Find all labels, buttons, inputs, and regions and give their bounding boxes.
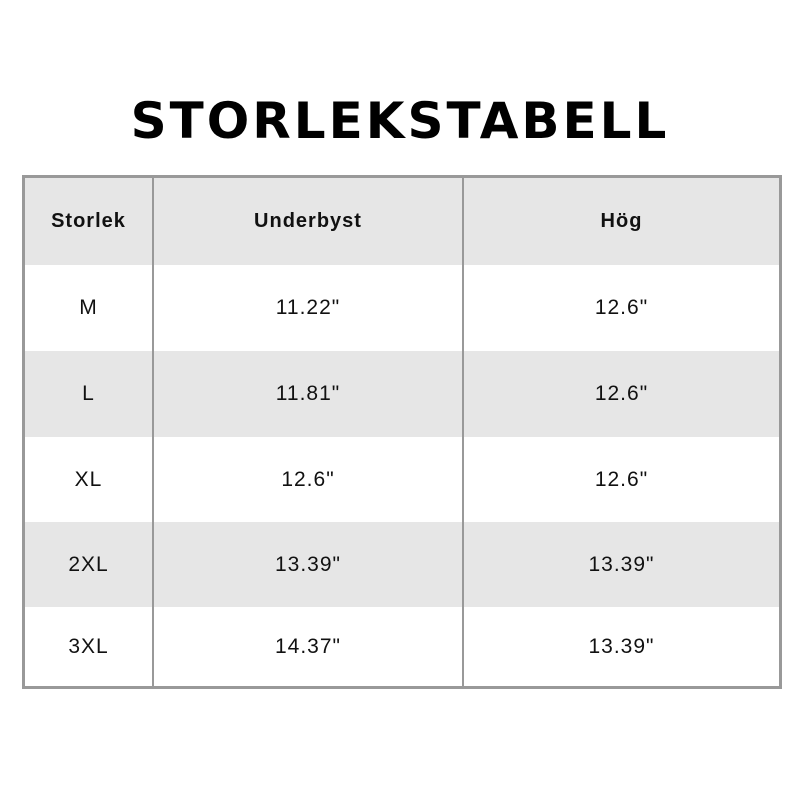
table-row: XL 12.6" 12.6": [25, 437, 779, 522]
table-cell: 13.39": [462, 522, 779, 607]
table-cell: 12.6": [462, 437, 779, 522]
table-row: L 11.81" 12.6": [25, 351, 779, 437]
table-cell: 13.39": [152, 522, 462, 607]
table-cell: 3XL: [68, 634, 109, 658]
table-cell: L: [82, 382, 95, 405]
table-row: 3XL 14.37" 13.39": [25, 607, 779, 686]
header-cell: Hög: [462, 178, 779, 265]
header-cell: Storlek: [51, 210, 126, 232]
table-cell: 14.37": [152, 607, 462, 686]
table-header-row: Storlek Underbyst Hög: [25, 178, 779, 265]
table-cell: XL: [74, 467, 103, 491]
table-cell: M: [79, 296, 98, 319]
table-cell: 2XL: [68, 552, 109, 576]
header-cell: Underbyst: [152, 178, 462, 265]
table-row: M 11.22" 12.6": [25, 265, 779, 351]
table-cell: 13.39": [462, 607, 779, 686]
table-cell: 11.81": [152, 351, 462, 437]
table-row: 2XL 13.39" 13.39": [25, 522, 779, 607]
table-cell: 12.6": [462, 265, 779, 351]
table-cell: 12.6": [462, 351, 779, 437]
page-title: STORLEKSTABELL: [130, 92, 670, 150]
table-cell: 12.6": [152, 437, 462, 522]
size-table: Storlek Underbyst Hög M 11.22" 12.6" L 1…: [22, 175, 782, 689]
table-cell: 11.22": [152, 265, 462, 351]
